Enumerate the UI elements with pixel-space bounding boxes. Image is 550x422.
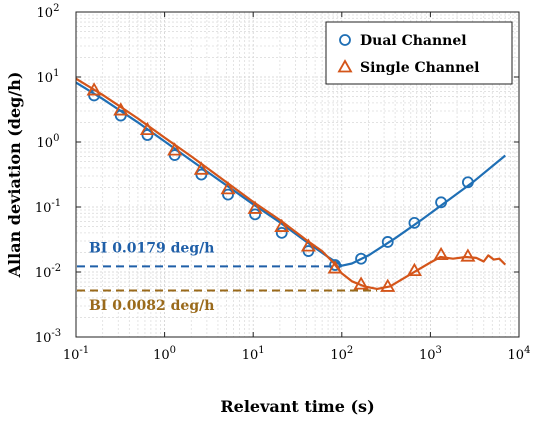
x-tick-label: 10-1 [63,345,89,363]
x-axis-title: Relevant time (s) [220,397,374,416]
data-point-dual [435,196,447,209]
bias-instability-label-1: BI 0.0179 deg/h [89,240,215,256]
x-tick-label: 101 [242,345,265,363]
y-tick-label: 10-2 [35,263,61,281]
data-point-single [406,262,422,277]
x-tick-label: 100 [153,345,176,363]
x-tick-label: 104 [508,345,531,363]
data-point-single [113,102,129,116]
data-point-single [139,121,155,136]
legend-box [325,21,513,85]
bias-instability-label-2: BI 0.0082 deg/h [89,298,215,314]
data-point-dual [275,226,288,239]
y-tick-label: 10-1 [35,198,61,216]
legend-label-1: Dual Channel [360,33,467,49]
y-tick-label: 101 [37,68,60,86]
data-point-dual [329,259,341,271]
series-line-2 [75,77,507,290]
legend-marker-triangle [337,59,353,73]
data-point-dual [408,216,421,229]
data-point-single [274,218,290,232]
data-point-dual [114,109,127,122]
annotations: BI 0.0179 deg/h BI 0.0082 deg/h [89,240,215,314]
data-point-single [86,82,102,96]
data-point-dual [222,188,234,201]
data-point-dual [249,208,261,221]
series-line-1 [75,81,506,267]
data-point-dual [381,236,394,248]
data-point-single [247,200,263,214]
legend: Dual Channel Single Channel [325,21,513,85]
data-point-dual [141,129,154,141]
legend-label-2: Single Channel [360,60,479,76]
data-point-single [327,260,343,274]
series-layer [75,77,507,292]
plot-frame [75,11,520,338]
x-tick-label: 103 [419,345,442,363]
x-axis-ticks: 10-1 100 101 102 103 104 [63,12,531,363]
y-tick-label: 10-3 [35,328,61,346]
data-point-single [380,278,396,292]
data-point-single [460,248,476,262]
y-tick-label: 102 [37,3,60,21]
y-tick-label: 100 [37,133,60,151]
data-point-single [300,238,316,252]
x-tick-label: 102 [330,345,353,363]
reference-lines [77,265,378,292]
data-point-single [433,246,449,261]
legend-marker-circle [339,34,351,46]
data-point-single [220,181,236,195]
data-point-dual [355,252,367,265]
y-axis-title: Allan deviation (deg/h) [5,72,24,279]
data-point-single [353,276,369,290]
y-axis-ticks: 10-3 10-2 10-1 100 101 102 [35,3,519,346]
data-point-single [193,161,209,175]
data-point-dual [461,176,474,189]
data-point-single [167,142,183,156]
